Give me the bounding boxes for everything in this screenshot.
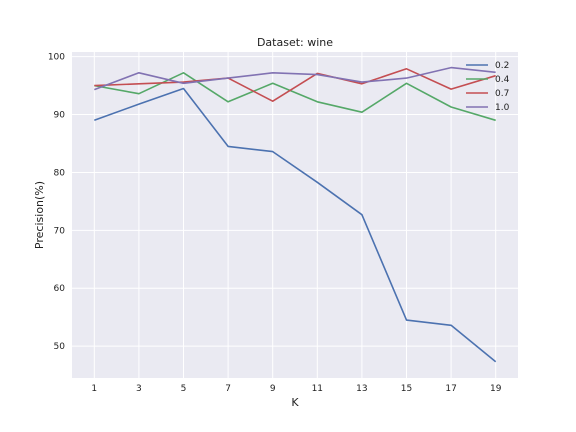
x-tick-label: 3 bbox=[136, 384, 142, 394]
x-tick-label: 17 bbox=[445, 384, 456, 394]
legend: 0.2 0.4 0.7 1.0 bbox=[466, 61, 510, 113]
x-tick-label: 5 bbox=[181, 384, 187, 394]
series-line-0.2 bbox=[94, 87, 497, 363]
y-axis-label: Precision(%) bbox=[33, 181, 46, 249]
legend-label: 1.0 bbox=[495, 103, 510, 113]
x-tick-label: 7 bbox=[225, 384, 231, 394]
series-line-1.0 bbox=[94, 66, 496, 91]
y-tick-labels: 50 60 70 80 90 100 bbox=[48, 53, 65, 353]
x-tick-labels: 1 3 5 7 9 11 13 15 17 19 bbox=[91, 384, 501, 394]
x-tick-label: 1 bbox=[91, 384, 97, 394]
y-tick-label: 60 bbox=[54, 284, 66, 294]
series-layer bbox=[94, 66, 497, 363]
y-tick-label: 80 bbox=[54, 168, 66, 178]
x-tick-label: 19 bbox=[490, 384, 502, 394]
x-tick-label: 13 bbox=[356, 384, 367, 394]
legend-label: 0.4 bbox=[495, 75, 510, 85]
x-tick-label: 9 bbox=[270, 384, 276, 394]
legend-label: 0.2 bbox=[495, 61, 509, 71]
y-tick-label: 100 bbox=[48, 53, 65, 63]
x-tick-label: 11 bbox=[312, 384, 323, 394]
y-tick-label: 90 bbox=[54, 111, 66, 121]
y-tick-label: 50 bbox=[54, 342, 66, 352]
x-axis-label: K bbox=[291, 396, 299, 409]
y-tick-label: 70 bbox=[54, 226, 66, 236]
x-tick-label: 15 bbox=[401, 384, 412, 394]
legend-label: 0.7 bbox=[495, 89, 509, 99]
chart-title: Dataset: wine bbox=[257, 36, 333, 49]
series-line-0.7 bbox=[94, 68, 496, 102]
